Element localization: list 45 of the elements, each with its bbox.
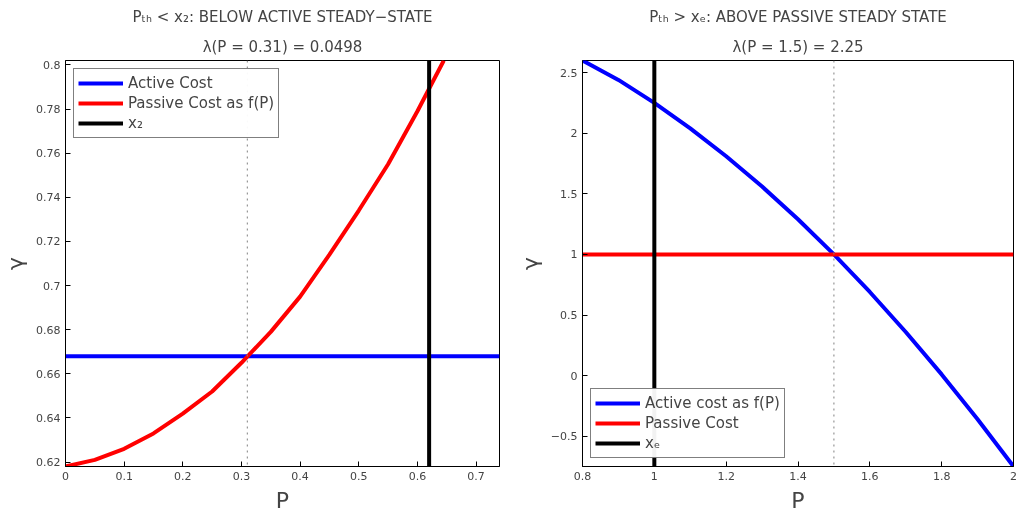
x-tick-label: 0.4 (291, 469, 309, 483)
x-tick-label: 1.2 (717, 469, 735, 483)
chart-title: Pₜₕ > xₑ: ABOVE PASSIVE STEADY STATE (649, 7, 947, 26)
y-tick-label: 0.68 (36, 323, 61, 337)
x-tick-label: 0.7 (467, 469, 485, 483)
x-axis-title: P (275, 487, 290, 513)
x-axis-title: P (791, 487, 805, 513)
y-tick-label: −0.5 (550, 430, 578, 444)
y-tick-label: 0 (570, 369, 578, 383)
y-tick-label: 1 (570, 248, 578, 262)
x-tick-label: 0.2 (174, 469, 192, 483)
y-tick-label: 0.78 (36, 103, 61, 117)
y-tick-label: 0.5 (560, 309, 578, 323)
y-tick-label: 0.76 (36, 147, 61, 161)
x-tick-label: 1 (650, 469, 658, 483)
chart-title: Pₜₕ < x₂: BELOW ACTIVE STEADY−STATE (132, 7, 433, 26)
chart-subtitle: λ(P = 1.5) = 2.25 (732, 37, 864, 56)
legend-label: xₑ (645, 434, 662, 452)
y-axis-title: γ (517, 256, 543, 271)
x-tick-label: 1.6 (861, 469, 879, 483)
y-tick-label: 0.7 (43, 279, 61, 293)
line-series (582, 60, 1014, 467)
x-tick-label: 2 (1010, 469, 1017, 483)
y-tick-label: 0.8 (43, 58, 61, 72)
x-tick-label: 1.8 (932, 469, 951, 483)
y-tick-label: 2.5 (560, 66, 578, 80)
legend-label: x₂ (128, 114, 144, 132)
y-tick-label: 0.74 (36, 191, 61, 205)
legend-label: Passive Cost (645, 414, 739, 432)
x-tick-label: 1.4 (789, 469, 807, 483)
y-tick-label: 0.62 (36, 456, 61, 470)
x-tick-label: 0.3 (232, 469, 251, 483)
y-tick-label: 2 (570, 127, 578, 141)
y-tick-label: 0.72 (36, 235, 61, 249)
legend-label: Passive Cost as f(P) (128, 94, 275, 112)
legend-label: Active cost as f(P) (645, 394, 780, 412)
x-tick-label: 0.5 (350, 469, 368, 483)
x-tick-label: 0.6 (408, 469, 427, 483)
chart-subtitle: λ(P = 0.31) = 0.0498 (202, 37, 363, 56)
y-tick-label: 0.64 (36, 411, 61, 425)
y-tick-label: 0.66 (36, 367, 61, 381)
y-tick-label: 1.5 (560, 187, 578, 201)
legend-label: Active Cost (128, 74, 213, 92)
y-axis-title: γ (3, 256, 29, 271)
x-tick-label: 0.1 (115, 469, 133, 483)
